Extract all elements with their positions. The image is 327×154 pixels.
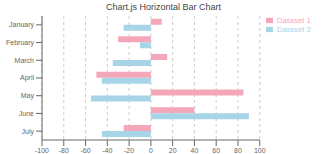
html-text:Dataset 2: Dataset 2 <box>276 25 311 34</box>
svg-text:-60: -60 <box>80 147 90 154</box>
svg-text:0: 0 <box>149 147 153 154</box>
svg-text:100: 100 <box>254 147 266 154</box>
svg-text:April: April <box>20 74 34 82</box>
svg-text:-100: -100 <box>35 147 49 154</box>
svg-text:May: May <box>21 92 35 100</box>
svg-text:-20: -20 <box>124 147 134 154</box>
svg-text:40: 40 <box>191 147 199 154</box>
svg-text:July: July <box>22 128 35 136</box>
svg-text:80: 80 <box>234 147 242 154</box>
svg-text:January: January <box>9 21 34 29</box>
svg-text:-80: -80 <box>59 147 69 154</box>
html-text:Chart.js Horizontal Bar Chart: Chart.js Horizontal Bar Chart <box>106 2 221 12</box>
svg-text:20: 20 <box>169 147 177 154</box>
svg-text:-40: -40 <box>102 147 112 154</box>
html-text:Dataset 1: Dataset 1 <box>276 16 311 25</box>
svg-text:60: 60 <box>212 147 220 154</box>
svg-text:June: June <box>19 110 34 117</box>
svg-text:February: February <box>8 39 34 47</box>
svg-text:March: March <box>15 57 35 64</box>
